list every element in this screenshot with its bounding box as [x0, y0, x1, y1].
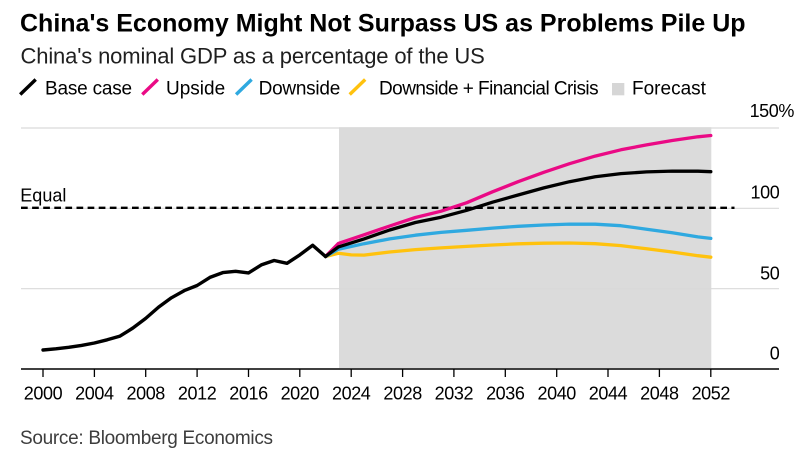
svg-text:2040: 2040 [537, 383, 576, 403]
svg-text:2004: 2004 [75, 383, 114, 403]
svg-text:2000: 2000 [24, 383, 63, 403]
svg-text:2016: 2016 [229, 383, 268, 403]
svg-text:China's nominal GDP as a perce: China's nominal GDP as a percentage of t… [21, 44, 485, 69]
svg-text:50: 50 [760, 263, 780, 283]
svg-text:China's Economy Might Not Surp: China's Economy Might Not Surpass US as … [20, 10, 746, 38]
svg-text:150%: 150% [750, 101, 795, 121]
svg-text:2048: 2048 [640, 383, 679, 403]
svg-text:Downside: Downside [259, 78, 340, 99]
svg-text:0: 0 [770, 343, 780, 363]
svg-text:2032: 2032 [435, 383, 474, 403]
svg-text:2044: 2044 [589, 383, 628, 403]
svg-text:2052: 2052 [692, 383, 731, 403]
svg-text:Base case: Base case [45, 78, 132, 99]
svg-text:2028: 2028 [383, 383, 422, 403]
svg-text:Upside: Upside [166, 78, 225, 99]
svg-text:2036: 2036 [486, 383, 525, 403]
svg-text:100: 100 [751, 182, 780, 202]
svg-text:2020: 2020 [281, 383, 320, 403]
svg-text:2012: 2012 [178, 383, 217, 403]
svg-text:Equal: Equal [20, 185, 66, 205]
svg-text:Source: Bloomberg Economics: Source: Bloomberg Economics [20, 428, 273, 449]
svg-text:Downside + Financial Crisis: Downside + Financial Crisis [379, 78, 598, 99]
svg-text:2024: 2024 [332, 383, 371, 403]
svg-text:2008: 2008 [126, 383, 165, 403]
svg-text:Forecast: Forecast [632, 78, 707, 99]
